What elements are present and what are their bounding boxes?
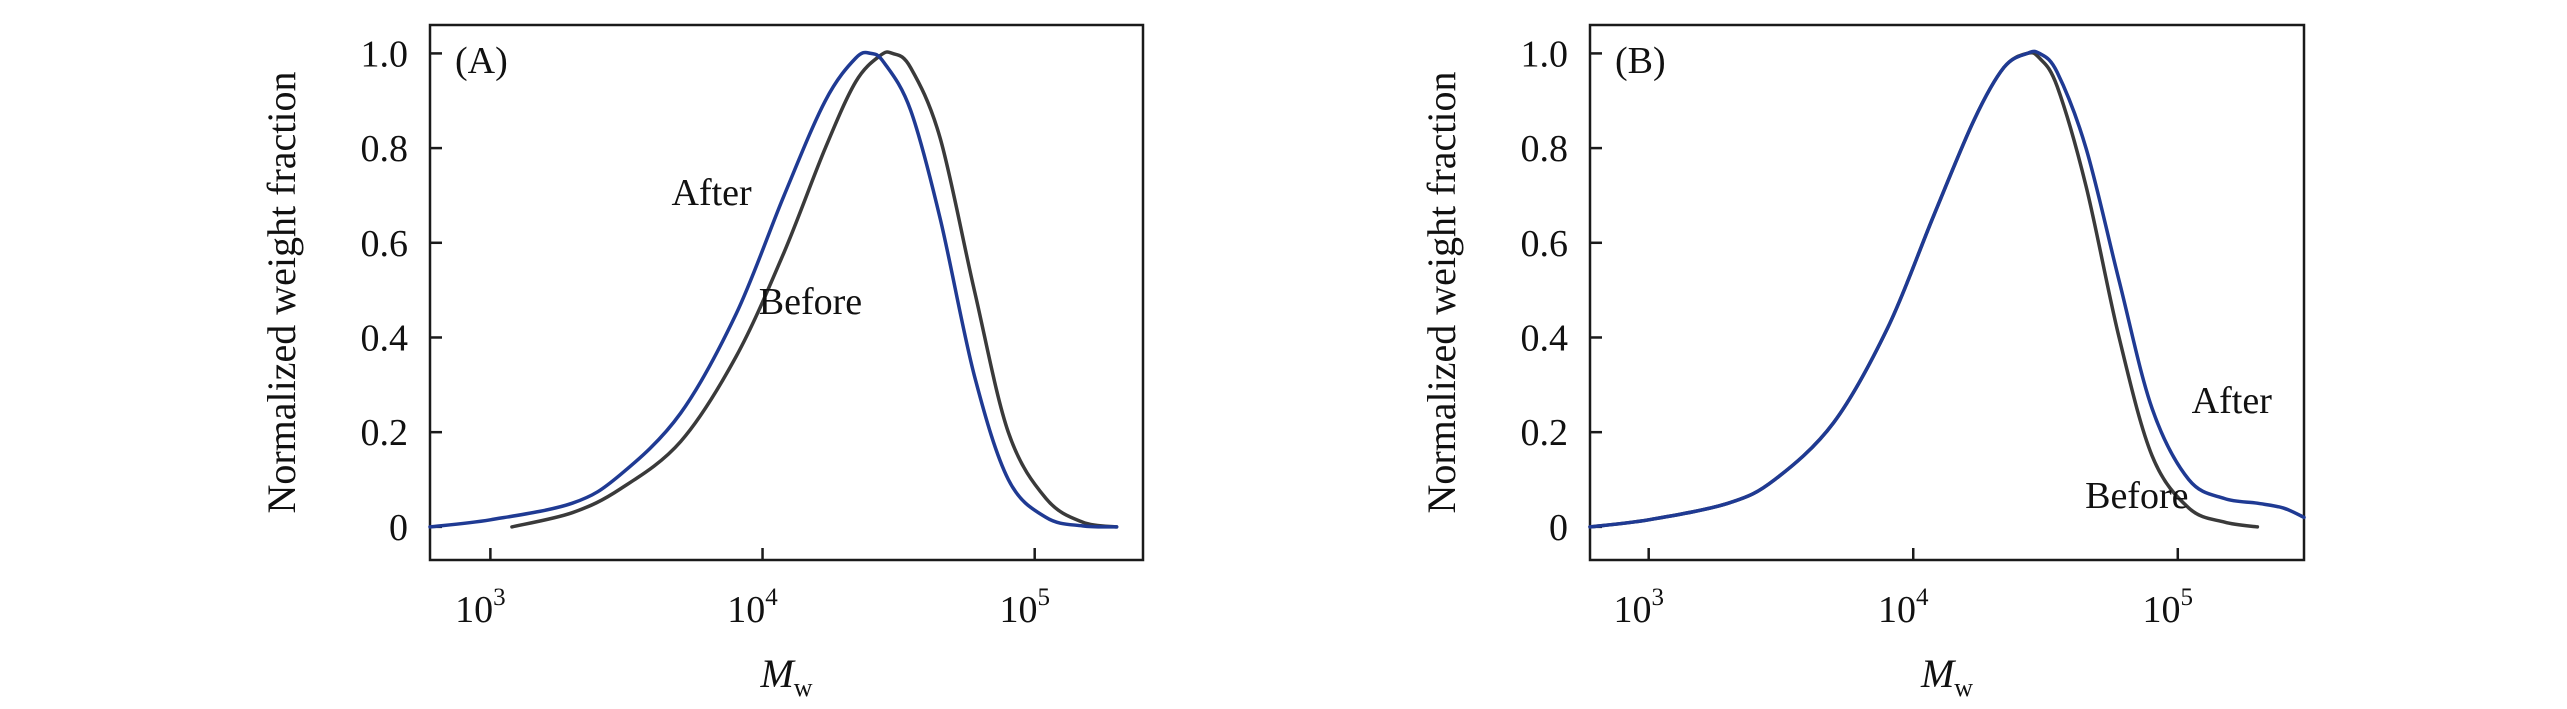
series-line-after [428,50,1119,529]
chart-panel-1: 0 0.2 0.4 0.6 0.8 1.0 103 104 105 Normalized weig… [259,23,1145,702]
x-tick-label: 103 [455,584,505,631]
x-axis-label: Mw [759,651,812,702]
chart-panel-2: 0 0.2 0.4 0.6 0.8 1.0 103 104 105 Normalized weig… [1419,23,2306,702]
y-tick-label: 0.4 [1521,317,1569,359]
plot-frame [428,23,1145,562]
curve-label-before: Before [759,281,862,323]
x-tick-label: 105 [999,584,1050,631]
panel-label: (B) [1615,40,1666,82]
x-tick-label: 105 [2143,584,2194,631]
x-tick-label: 103 [1613,584,1664,631]
panel-label: (A) [455,40,508,82]
x-axis-label: Mw [1920,651,1973,702]
series-line-before [1588,50,2260,529]
y-tick-label: 0 [389,507,408,549]
y-tick-label: 1.0 [361,33,409,75]
y-tick-label: 0.4 [361,317,409,359]
curve-label-after: After [2192,380,2273,422]
y-axis-label: Normalized weight fraction [259,71,304,513]
y-tick-label: 0.2 [1521,412,1569,454]
curve-label-before: Before [2085,475,2188,517]
x-tick-label: 104 [1878,584,1929,631]
y-axis-label: Normalized weight fraction [1419,71,1464,513]
plot-frame [1588,23,2306,562]
y-tick-label: 0.8 [1521,128,1569,170]
y-tick-label: 0.6 [1521,223,1569,265]
curve-label-after: After [672,172,753,214]
y-tick-label: 0 [1549,507,1568,549]
series-line-after [1588,49,2306,529]
y-tick-label: 0.2 [361,412,409,454]
x-tick-label: 104 [727,584,778,631]
y-tick-label: 1.0 [1521,33,1569,75]
y-tick-label: 0.8 [361,128,409,170]
y-tick-label: 0.6 [361,223,409,265]
